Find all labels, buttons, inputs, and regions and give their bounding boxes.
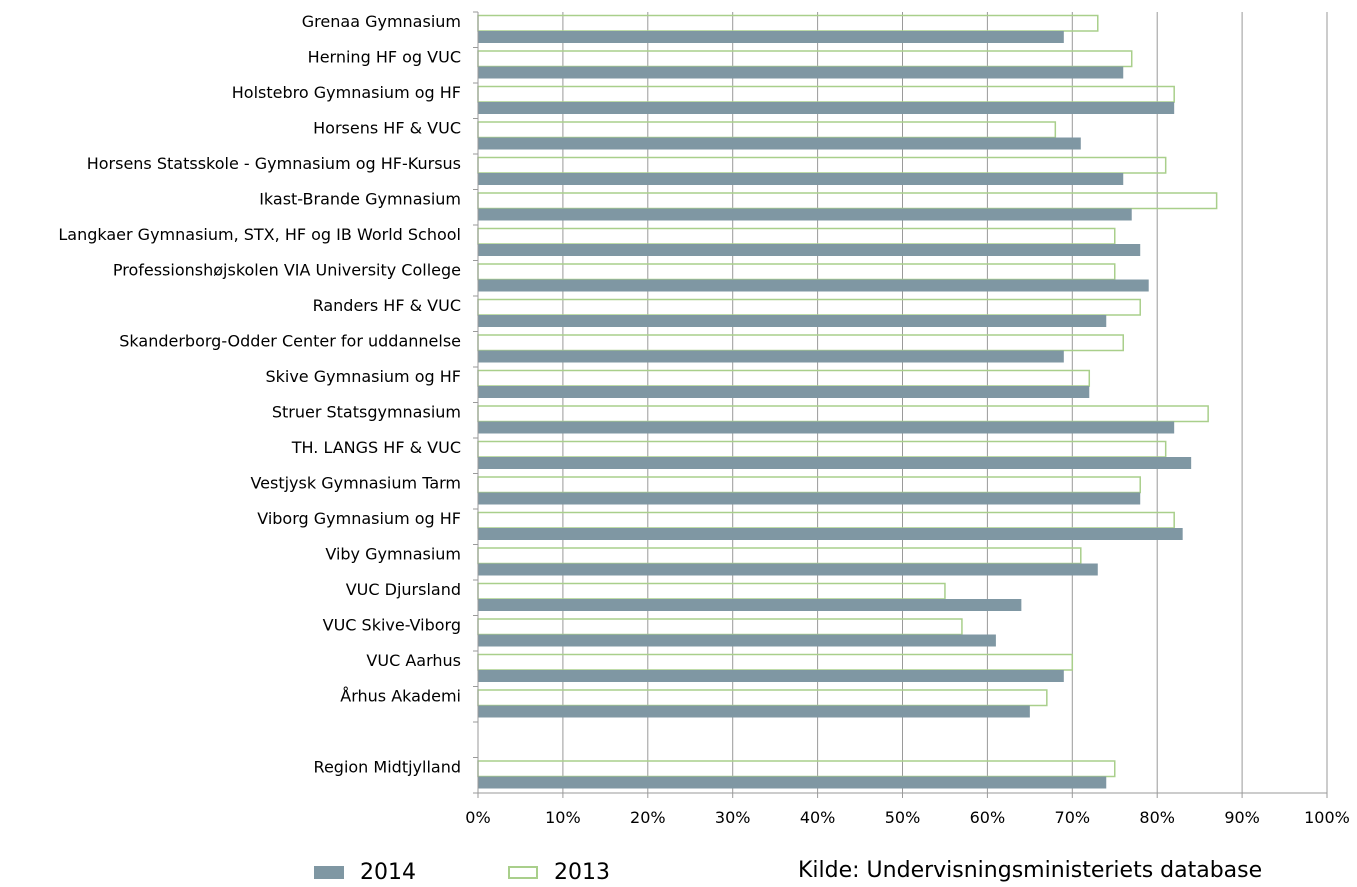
category-label: Herning HF og VUC	[308, 47, 461, 66]
bar-2014	[478, 315, 1107, 327]
bar-2013	[477, 192, 1218, 210]
category-label: Langkaer Gymnasium, STX, HF og IB World …	[58, 225, 461, 244]
legend-swatch-2013	[508, 865, 538, 879]
category-label: Region Midtjylland	[314, 757, 461, 776]
category-label: Randers HF & VUC	[313, 296, 461, 315]
bar-2014	[478, 208, 1132, 221]
legend-item-2014: 2014	[314, 858, 416, 886]
category-label: Holstebro Gymnasium og HF	[232, 83, 461, 102]
x-tick-label: 100%	[1304, 808, 1350, 827]
bar-2013	[477, 547, 1082, 565]
category-label: Skanderborg-Odder Center for uddannelse	[119, 331, 461, 350]
category-label: Professionshøjskolen VIA University Coll…	[113, 260, 461, 279]
category-label: VUC Skive-Viborg	[323, 615, 461, 634]
x-tick-label: 0%	[465, 808, 490, 827]
category-labels: Grenaa Gymnasium Herning HF og VUC Holsteb…	[58, 12, 461, 777]
category-label: Grenaa Gymnasium	[302, 12, 461, 31]
bar-2014	[478, 670, 1064, 682]
bar-2013	[477, 298, 1141, 316]
source-note: Kilde: Undervisningsministeriets databas…	[798, 858, 1263, 883]
bar-2014	[478, 279, 1149, 292]
x-tick-label: 60%	[970, 808, 1006, 827]
bar-2014	[478, 421, 1175, 434]
category-label: Horsens HF & VUC	[313, 118, 461, 137]
category-label: VUC Djursland	[346, 580, 461, 599]
bar-2013	[477, 14, 1099, 32]
bar-2013	[477, 263, 1116, 281]
legend-item-2013: 2013	[508, 858, 610, 886]
bar-2014	[478, 563, 1098, 576]
bar-2014	[478, 31, 1064, 43]
x-tick-label: 70%	[1055, 808, 1091, 827]
category-label: Vestjysk Gymnasium Tarm	[250, 473, 461, 492]
bar-2014	[478, 705, 1030, 718]
x-tick-label: 30%	[715, 808, 751, 827]
bar-chart: Grenaa Gymnasium Herning HF og VUC Holsteb…	[58, 11, 1350, 827]
bar-2013	[477, 760, 1116, 778]
bar-2013	[477, 618, 963, 636]
bar-2013	[477, 476, 1141, 494]
x-tick-label: 50%	[885, 808, 921, 827]
legend-label-2013: 2013	[554, 859, 610, 885]
category-label: Skive Gymnasium og HF	[265, 367, 461, 386]
category-label: Viby Gymnasium	[325, 544, 461, 563]
category-label: TH. LANGS HF & VUC	[291, 438, 461, 457]
x-tick-label: 80%	[1139, 808, 1175, 827]
bar-2014	[478, 634, 996, 647]
category-label: Ikast-Brande Gymnasium	[259, 189, 461, 208]
bar-2013	[477, 121, 1057, 139]
bar-2014	[478, 776, 1107, 789]
category-label: Struer Statsgymnasium	[272, 402, 461, 421]
category-label: VUC Aarhus	[366, 651, 461, 670]
bars	[477, 14, 1218, 789]
category-label: Århus Akademi	[340, 686, 461, 705]
category-label: Viborg Gymnasium og HF	[257, 509, 461, 528]
bar-2013	[477, 582, 946, 600]
bar-2013	[477, 50, 1133, 68]
bar-2014	[478, 457, 1192, 469]
bar-2014	[478, 599, 1022, 611]
bar-2014	[478, 386, 1090, 398]
bar-2014	[478, 350, 1064, 363]
x-tick-labels: 0% 10% 20% 30% 40% 50% 60% 70% 80% 90% 100%	[465, 808, 1350, 827]
bar-2014	[478, 66, 1124, 79]
bar-2014	[478, 102, 1175, 114]
bar-2013	[477, 85, 1175, 103]
x-tick-label: 10%	[545, 808, 581, 827]
bar-2013	[477, 405, 1209, 423]
x-tick-label: 20%	[630, 808, 666, 827]
bar-2013	[477, 511, 1175, 529]
bar-2013	[477, 369, 1091, 387]
legend-label-2014: 2014	[360, 859, 416, 885]
bar-2013	[477, 334, 1124, 352]
bar-2014	[478, 173, 1124, 185]
x-tick-label: 40%	[800, 808, 836, 827]
bar-2014	[478, 492, 1141, 505]
bar-2013	[477, 440, 1167, 458]
bar-2014	[478, 528, 1183, 540]
axes	[473, 11, 1328, 798]
bar-2014	[478, 137, 1081, 150]
bar-2013	[477, 227, 1116, 245]
legend-swatch-2014	[314, 865, 344, 879]
category-label: Horsens Statsskole - Gymnasium og HF-Kur…	[87, 154, 461, 173]
bar-2013	[477, 156, 1167, 174]
bar-2013	[477, 653, 1074, 671]
bar-2014	[478, 244, 1141, 256]
x-tick-label: 90%	[1224, 808, 1260, 827]
